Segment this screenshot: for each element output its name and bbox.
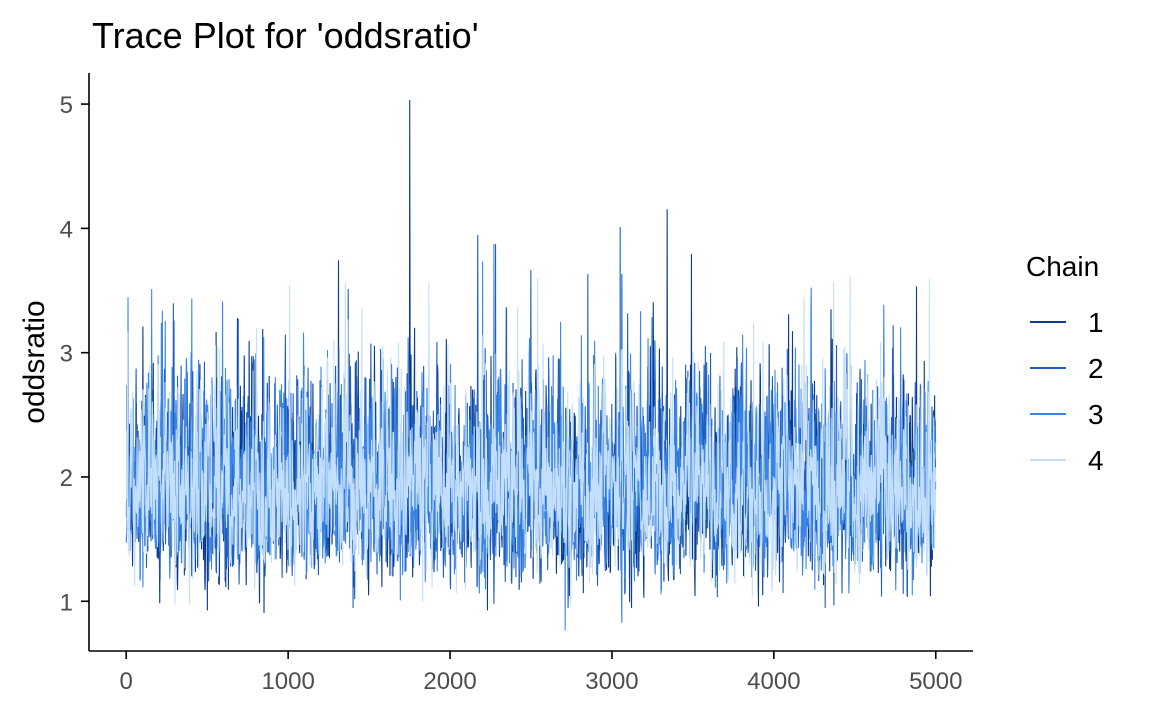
x-axis-ticks: 0 1000 2000 3000 4000 5000 bbox=[120, 651, 962, 695]
legend-title: Chain bbox=[1026, 251, 1099, 282]
legend-item-chain-1: 1 bbox=[1030, 307, 1104, 338]
legend-label: 2 bbox=[1088, 353, 1104, 384]
y-tick-label: 3 bbox=[60, 341, 73, 368]
chart-title: Trace Plot for 'oddsratio' bbox=[92, 15, 479, 56]
x-tick-label: 4000 bbox=[747, 668, 800, 695]
legend-label: 4 bbox=[1088, 445, 1104, 476]
x-tick-label: 2000 bbox=[423, 668, 476, 695]
legend-label: 1 bbox=[1088, 307, 1104, 338]
y-tick-label: 2 bbox=[60, 465, 73, 492]
legend-item-chain-4: 4 bbox=[1030, 445, 1104, 476]
y-tick-label: 1 bbox=[60, 589, 73, 616]
x-tick-label: 5000 bbox=[909, 668, 962, 695]
y-axis-label: oddsratio bbox=[18, 300, 51, 423]
x-tick-label: 1000 bbox=[261, 668, 314, 695]
x-tick-label: 3000 bbox=[585, 668, 638, 695]
legend-item-chain-2: 2 bbox=[1030, 353, 1104, 384]
x-tick-label: 0 bbox=[120, 668, 133, 695]
legend-item-chain-3: 3 bbox=[1030, 399, 1104, 430]
trace-lines bbox=[125, 99, 937, 631]
y-tick-label: 4 bbox=[60, 216, 73, 243]
trace-line-chain-4 bbox=[125, 276, 937, 605]
legend: Chain 1 2 3 4 bbox=[1026, 251, 1104, 476]
legend-label: 3 bbox=[1088, 399, 1104, 430]
y-axis-ticks: 1 2 3 4 5 bbox=[60, 92, 89, 616]
y-tick-label: 5 bbox=[60, 92, 73, 119]
